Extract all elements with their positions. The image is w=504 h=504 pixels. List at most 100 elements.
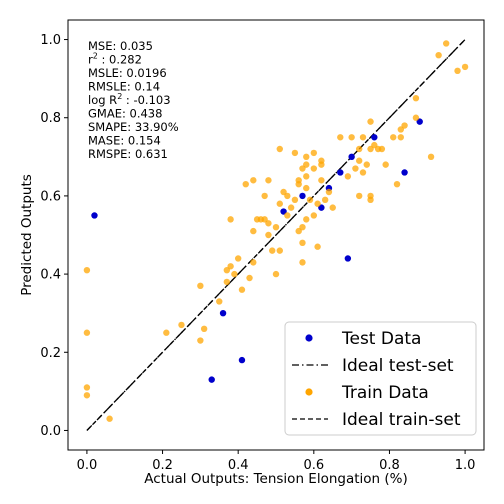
y-tick-label-2: 0.4 (40, 268, 61, 283)
point-2-58 (314, 244, 320, 250)
point-0-9 (345, 255, 351, 261)
point-2-68 (348, 134, 354, 140)
metric-1: r2 : 0.282 (88, 52, 142, 67)
legend-label-3: Ideal train-set (342, 410, 461, 430)
point-0-5 (299, 193, 305, 199)
point-2-40 (292, 150, 298, 156)
point-2-29 (265, 232, 271, 238)
point-2-59 (314, 201, 320, 207)
metric-6: SMAPE: 33.90% (88, 120, 179, 134)
point-2-37 (284, 212, 290, 218)
point-2-21 (250, 259, 256, 265)
point-2-95 (462, 64, 468, 70)
point-2-78 (367, 197, 373, 203)
legend-marker-2 (305, 388, 312, 395)
point-2-67 (345, 173, 351, 179)
point-2-52 (303, 185, 309, 191)
point-2-63 (322, 197, 328, 203)
point-2-69 (352, 165, 358, 171)
point-2-28 (265, 220, 271, 226)
point-2-3 (84, 392, 90, 398)
point-2-79 (367, 118, 373, 124)
point-2-1 (84, 330, 90, 336)
point-2-50 (303, 173, 309, 179)
point-2-66 (337, 134, 343, 140)
point-2-51 (303, 161, 309, 167)
point-0-3 (209, 376, 215, 382)
point-2-7 (197, 337, 203, 343)
point-2-11 (224, 279, 230, 285)
point-2-15 (231, 271, 237, 277)
x-axis-label: Actual Outputs: Tension Elongation (%) (144, 471, 408, 487)
point-2-64 (326, 189, 332, 195)
point-2-14 (227, 216, 233, 222)
point-2-82 (379, 146, 385, 152)
point-2-5 (163, 330, 169, 336)
point-0-11 (371, 134, 377, 140)
metric-8: RMSPE: 0.631 (88, 147, 168, 161)
point-2-75 (364, 161, 370, 167)
point-0-0 (91, 212, 97, 218)
point-2-9 (201, 326, 207, 332)
point-0-10 (348, 154, 354, 160)
point-2-56 (311, 165, 317, 171)
point-2-30 (269, 247, 275, 253)
point-2-88 (401, 122, 407, 128)
point-2-13 (227, 263, 233, 269)
point-2-55 (311, 150, 317, 156)
point-2-94 (454, 68, 460, 74)
point-2-47 (299, 224, 305, 230)
metric-4: log R2 : -0.103 (88, 92, 171, 107)
y-axis-label: Predicted Outputs (19, 174, 35, 296)
metric-2: MSLE: 0.0196 (88, 66, 167, 80)
point-2-70 (356, 193, 362, 199)
y-tick-label-1: 0.2 (40, 346, 61, 361)
point-2-8 (197, 283, 203, 289)
point-2-33 (277, 247, 283, 253)
point-2-38 (284, 193, 290, 199)
point-2-10 (216, 298, 222, 304)
point-2-65 (330, 204, 336, 210)
legend-label-2: Train Data (341, 383, 429, 403)
point-2-89 (413, 95, 419, 101)
point-2-46 (299, 259, 305, 265)
point-0-8 (337, 169, 343, 175)
point-2-0 (84, 267, 90, 273)
point-2-61 (318, 177, 324, 183)
legend-label-1: Ideal test-set (342, 356, 454, 376)
point-2-2 (84, 384, 90, 390)
point-2-90 (413, 115, 419, 121)
point-0-1 (220, 310, 226, 316)
point-2-31 (273, 224, 279, 230)
point-2-25 (261, 193, 267, 199)
point-2-17 (239, 287, 245, 293)
point-2-93 (443, 40, 449, 46)
legend: Test DataIdeal test-setTrain DataIdeal t… (285, 322, 476, 435)
point-2-74 (360, 169, 366, 175)
point-2-54 (307, 197, 313, 203)
point-2-18 (243, 181, 249, 187)
point-0-12 (401, 169, 407, 175)
y-tick-label-0: 0.0 (40, 424, 61, 439)
point-2-84 (390, 134, 396, 140)
legend-marker-0 (305, 334, 312, 341)
point-2-73 (360, 134, 366, 140)
point-2-22 (250, 177, 256, 183)
point-2-62 (318, 158, 324, 164)
point-2-6 (178, 322, 184, 328)
point-2-32 (273, 271, 279, 277)
point-2-49 (303, 154, 309, 160)
point-2-20 (250, 228, 256, 234)
y-tick-label-3: 0.6 (40, 189, 61, 204)
y-tick-label-4: 0.8 (40, 111, 61, 126)
metric-5: GMAE: 0.438 (88, 107, 162, 121)
metric-3: RMSLE: 0.14 (88, 80, 160, 94)
point-2-16 (235, 255, 241, 261)
point-2-57 (311, 212, 317, 218)
x-tick-label-5: 1.0 (455, 458, 476, 473)
point-2-27 (265, 177, 271, 183)
y-tick-label-5: 1.0 (40, 33, 61, 48)
point-2-45 (299, 240, 305, 246)
point-2-34 (277, 201, 283, 207)
